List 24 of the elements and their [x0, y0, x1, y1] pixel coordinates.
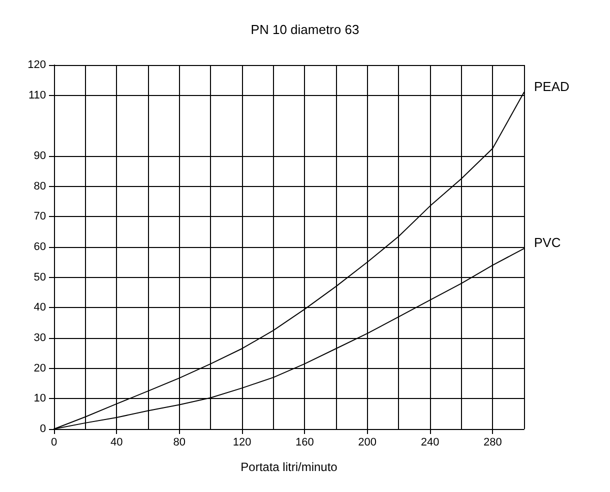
y-tick-label: 120 [28, 59, 46, 71]
y-tick-label: 30 [34, 332, 46, 344]
y-tick-label: 50 [34, 271, 46, 284]
x-tick-label: 240 [420, 436, 440, 448]
x-tick-label: 0 [50, 436, 58, 448]
y-tick-label: 80 [34, 180, 46, 192]
y-tick-label: 60 [34, 241, 46, 253]
series-label: PVC [534, 235, 561, 250]
x-tick-label: 120 [232, 436, 252, 448]
series-label: PEAD [534, 78, 570, 94]
x-axis-title: Portata litri/minuto [240, 460, 338, 474]
y-tick-label: 40 [34, 302, 46, 314]
x-tick-label: 280 [483, 436, 502, 448]
x-tick-label: 200 [358, 436, 377, 448]
y-tick-label: 20 [34, 362, 46, 374]
y-tick-label: 90 [34, 150, 46, 162]
y-tick-label: 10 [34, 392, 46, 405]
y-tick-label: 0 [40, 423, 46, 435]
y-tick-label: 110 [28, 89, 46, 102]
y-tick-label: 70 [34, 210, 46, 223]
chart-title: PN 10 diametro 63 [250, 22, 360, 37]
x-tick-label: 40 [110, 436, 123, 448]
x-tick-label: 80 [173, 436, 186, 448]
x-tick-label: 160 [295, 436, 314, 448]
